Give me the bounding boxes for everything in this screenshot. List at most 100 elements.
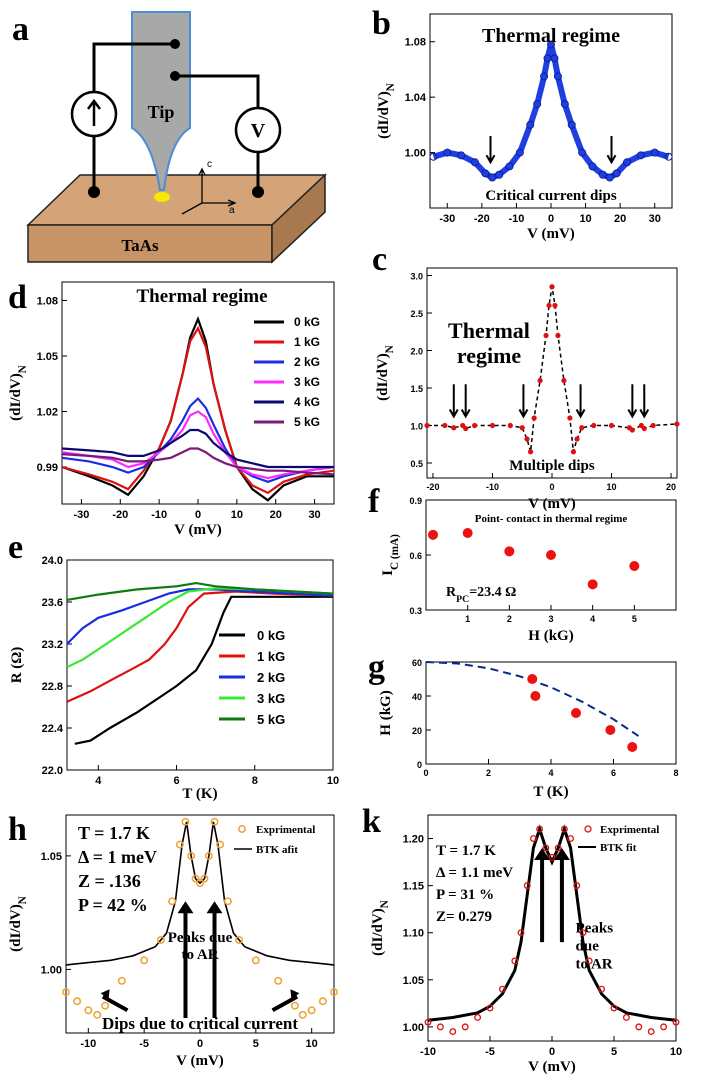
y-tick-label-h: 1.05 [41,851,62,863]
data-point-c [549,284,555,290]
x-tick-label-e: 4 [95,775,102,787]
panel-label-f: f [368,483,380,520]
data-point-h [187,851,196,860]
x-tick-label-h: 0 [197,1038,203,1050]
data-point-k [517,929,525,937]
data-point-g [605,725,616,735]
x-tick-label-b: 20 [614,213,626,225]
data-point-c [537,377,543,384]
param-label-k: P = 31 % [436,887,494,903]
plot-frame-g [425,661,677,765]
y-tick-label-e: 24.0 [42,555,63,567]
data-point-h [196,879,204,888]
x-tick-label-f: 3 [548,614,553,624]
legend-marker-k [584,825,592,833]
y-tick-label-b: 1.08 [405,37,426,49]
data-point-b [598,170,607,179]
dip-arrow-c [627,384,638,419]
data-point-c [629,427,635,433]
data-point-c [591,422,597,429]
x-tick-label-d: -10 [151,509,167,521]
data-point-c [472,422,478,429]
data-point-g [571,708,581,718]
x-tick-label-d: -20 [112,509,128,521]
x-tick-label-h: 5 [253,1038,259,1050]
fit-line-h [65,821,335,966]
chart-d: -30 -20 -10 0 10 20 30 0.99 1.02 1.05 1.08 V (mV) (d… [8,281,335,538]
substrate-node-1 [88,186,100,198]
data-point-h [274,976,283,985]
data-point-c [524,436,530,442]
x-tick-label-h: -5 [139,1038,149,1050]
annotation-f: RPC=23.4 Ω [446,585,516,605]
substrate-node-2 [252,186,264,198]
y-tick-label-d: 0.99 [37,462,58,474]
param-label-h: P = 42 % [78,895,148,915]
data-point-h [175,840,184,849]
data-point-k [635,1023,643,1031]
data-point-k [529,835,537,842]
data-point-h [223,897,232,906]
dip-arrow-b [485,135,496,165]
data-point-b [578,148,587,157]
data-point-k [511,957,519,965]
x-tick-label-g: 2 [486,768,491,778]
data-point-h [101,1001,110,1010]
x-axis-label-k: V (mV) [528,1059,576,1075]
dip-arrow-h [271,994,299,1013]
legend-label-d: 4 kG [294,395,320,409]
chart-title-c-line2: regime [457,343,522,368]
legend-marker-h [238,825,246,833]
data-point-b [567,120,576,129]
legend-label-e: 3 kG [257,691,285,706]
data-point-f [546,550,556,560]
data-point-k [542,844,550,852]
panel-label-h: h [8,811,27,848]
dip-arrow-h-head [100,989,110,1000]
x-tick-label-g: 4 [548,768,553,778]
y-tick-label-b: 1.00 [405,148,426,160]
x-tick-label-k: 0 [549,1046,555,1058]
data-point-b [547,40,555,49]
param-label-k: Z= 0.279 [436,909,492,925]
series-line-e [74,595,333,745]
dip-arrow-c [460,384,471,419]
y-tick-label-g: 40 [412,692,422,702]
legend-label-e: 0 kG [257,628,285,643]
x-tick-label-b: 10 [579,213,591,225]
y-tick-label-e: 23.2 [42,639,63,651]
data-point-k [567,835,575,842]
substrate-side [271,173,326,264]
annotation-dips-h: Dips due to critical current [102,1014,298,1033]
data-point-k [424,1018,432,1026]
dip-arrow-h-head [290,989,300,1000]
data-point-h [168,897,177,906]
chart-title-c-line1: Thermal [448,318,530,343]
data-point-c [489,422,496,429]
data-point-c [608,422,615,429]
x-tick-label-d: 0 [195,509,201,521]
series-line-e [66,590,334,703]
data-point-c [442,422,448,429]
data-point-h [140,956,149,965]
dip-arrow-b [606,135,617,165]
y-axis-label-f: IC (mA) [380,534,401,576]
b-axis-icon [181,202,203,215]
x-tick-label-b: -30 [439,213,455,225]
series-line-d [61,447,335,476]
y-tick-label-k: 1.10 [403,928,424,940]
y-tick-label-c: 2.5 [410,309,423,319]
data-point-c [567,415,573,421]
x-tick-label-c: -10 [486,482,499,492]
tip-node-2 [170,71,180,81]
chart-title-f: Point- contact in thermal regime [475,513,628,525]
x-tick-label-f: 5 [632,614,637,624]
axis-c-label: c [207,159,212,170]
plot-frame-e [66,559,334,771]
data-point-c [574,436,580,442]
x-tick-label-c: 0 [549,482,554,492]
panel-label-c: c [372,241,387,278]
data-point-h [117,976,126,985]
chart-k: -10 -5 0 5 10 1.00 1.05 1.10 1.15 1.20 V (mV) (dI/d… [370,814,682,1075]
data-point-c [531,415,537,421]
